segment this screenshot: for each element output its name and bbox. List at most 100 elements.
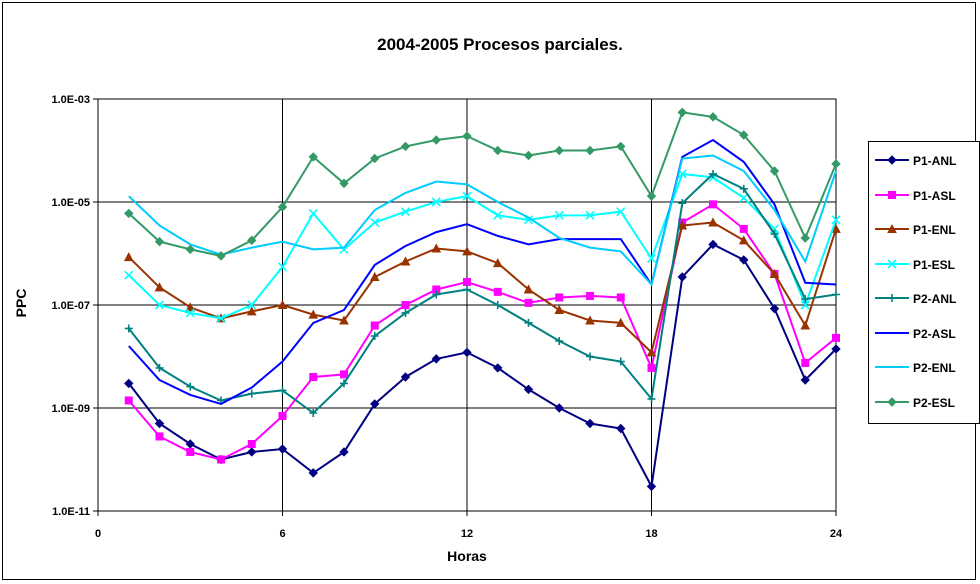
legend-swatch-marker (887, 155, 897, 165)
series-p1-esl (124, 169, 841, 323)
data-point-p2-anl (432, 290, 441, 299)
data-point-p2-esl (431, 135, 441, 145)
data-point-p2-anl (493, 301, 502, 309)
legend-swatch-marker (888, 294, 896, 302)
data-point-p1-asl (524, 298, 533, 307)
legend-swatch (875, 155, 909, 165)
data-point-p1-asl (186, 447, 195, 456)
chart-title: 2004-2005 Procesos parciales. (377, 35, 623, 54)
x-tick-label: 6 (279, 528, 285, 540)
data-point-p1-anl (585, 418, 595, 429)
data-point-p1-asl (586, 291, 594, 300)
legend-label: P2-ANL (913, 292, 957, 306)
y-tick-label: 1.0E-07 (51, 300, 90, 312)
data-point-p1-asl (124, 396, 133, 405)
legend-swatch-marker (887, 258, 897, 269)
data-point-p1-enl (677, 220, 688, 230)
series-p2-asl (128, 138, 837, 405)
data-point-p2-anl (678, 199, 687, 208)
data-point-p2-anl (832, 290, 840, 299)
data-point-p1-enl (431, 243, 442, 253)
data-point-p1-asl (555, 293, 564, 302)
series-line-p2-asl (128, 138, 837, 405)
data-point-p2-esl (708, 112, 718, 122)
data-point-p2-esl (739, 130, 749, 140)
data-point-p1-anl (616, 423, 626, 434)
data-point-p2-esl (124, 208, 134, 219)
data-point-p2-esl (831, 159, 841, 169)
data-point-p2-anl (309, 408, 318, 417)
legend-label: P1-ESL (913, 257, 956, 272)
legend-swatch (875, 331, 909, 334)
legend-label: P2-ASL (913, 326, 956, 341)
data-point-p1-anl (400, 372, 411, 382)
legend-swatch-marker (887, 396, 897, 407)
legend: P1-ANL P1-ASL P1-ENL P1-ESL P2-ANL P2-ASL P2-E… (868, 141, 980, 424)
data-point-p2-anl (586, 352, 594, 361)
legend-item-p2-enl: P2-ENL (869, 358, 980, 378)
data-point-p2-anl (247, 389, 256, 398)
data-point-p1-asl (647, 363, 656, 372)
series-line-p1-anl (128, 243, 837, 490)
data-point-p2-esl (523, 150, 534, 161)
data-point-p2-esl (493, 145, 503, 156)
legend-swatch-marker (887, 223, 897, 233)
data-point-p1-anl (277, 444, 288, 454)
data-point-p1-asl (709, 200, 717, 209)
data-point-p2-anl (370, 332, 379, 341)
data-point-p1-esl (646, 253, 657, 264)
data-point-p2-esl (308, 152, 318, 162)
legend-swatch (875, 223, 909, 233)
series-p2-enl (128, 154, 837, 287)
legend-swatch (875, 366, 909, 368)
data-point-p2-anl (401, 308, 410, 317)
data-point-p2-esl (247, 235, 257, 246)
data-point-p1-asl (739, 224, 748, 233)
data-point-p1-esl (400, 207, 411, 217)
data-point-p1-esl (554, 210, 564, 220)
data-point-p1-enl (615, 317, 626, 327)
data-point-p1-esl (616, 207, 626, 217)
legend-item-p2-asl: P2-ASL (869, 324, 980, 344)
data-point-p2-esl (185, 244, 195, 255)
y-tick-label: 1.0E-11 (52, 506, 90, 518)
data-point-p1-esl (124, 270, 134, 280)
legend-swatch (875, 294, 909, 302)
data-point-p2-esl (769, 166, 780, 176)
data-point-p2-esl (646, 191, 657, 201)
data-point-p1-esl (493, 210, 503, 220)
data-point-p2-esl (554, 145, 564, 156)
data-point-p1-enl (369, 271, 380, 281)
legend-item-p1-esl: P1-ESL (869, 255, 980, 275)
x-tick-label: 18 (645, 528, 657, 540)
data-point-p1-enl (769, 268, 780, 278)
data-point-p2-esl (154, 236, 165, 247)
data-point-p1-asl (309, 372, 318, 381)
y-tick-label: 1.0E-05 (51, 197, 90, 209)
data-point-p1-anl (308, 468, 318, 478)
data-point-p2-anl (647, 394, 656, 403)
data-point-p2-esl (800, 233, 810, 243)
data-point-p1-enl (523, 284, 534, 294)
legend-swatch (875, 396, 909, 407)
data-point-p1-esl (585, 210, 595, 220)
y-tick-label: 1.0E-03 (51, 94, 90, 106)
data-point-p1-anl (370, 399, 380, 409)
data-point-p1-enl (123, 252, 134, 262)
data-point-p1-enl (339, 315, 349, 325)
data-point-p1-anl (339, 447, 349, 457)
data-point-p1-asl (217, 455, 225, 464)
data-point-p1-anl (646, 481, 657, 492)
data-point-p2-esl (277, 202, 288, 212)
legend-swatch-marker (888, 190, 896, 199)
data-point-p1-enl (154, 282, 165, 292)
legend-item-p2-anl: P2-ANL (869, 289, 980, 309)
legend-label: P2-ESL (913, 395, 956, 410)
data-point-p2-esl (462, 131, 472, 141)
legend-item-p2-esl: P2-ESL (869, 393, 980, 413)
data-point-p1-enl (492, 258, 503, 268)
data-point-p1-enl (400, 256, 411, 266)
data-point-p2-anl (616, 357, 625, 366)
series-line-p1-enl (128, 221, 837, 355)
data-point-p2-anl (155, 363, 164, 372)
